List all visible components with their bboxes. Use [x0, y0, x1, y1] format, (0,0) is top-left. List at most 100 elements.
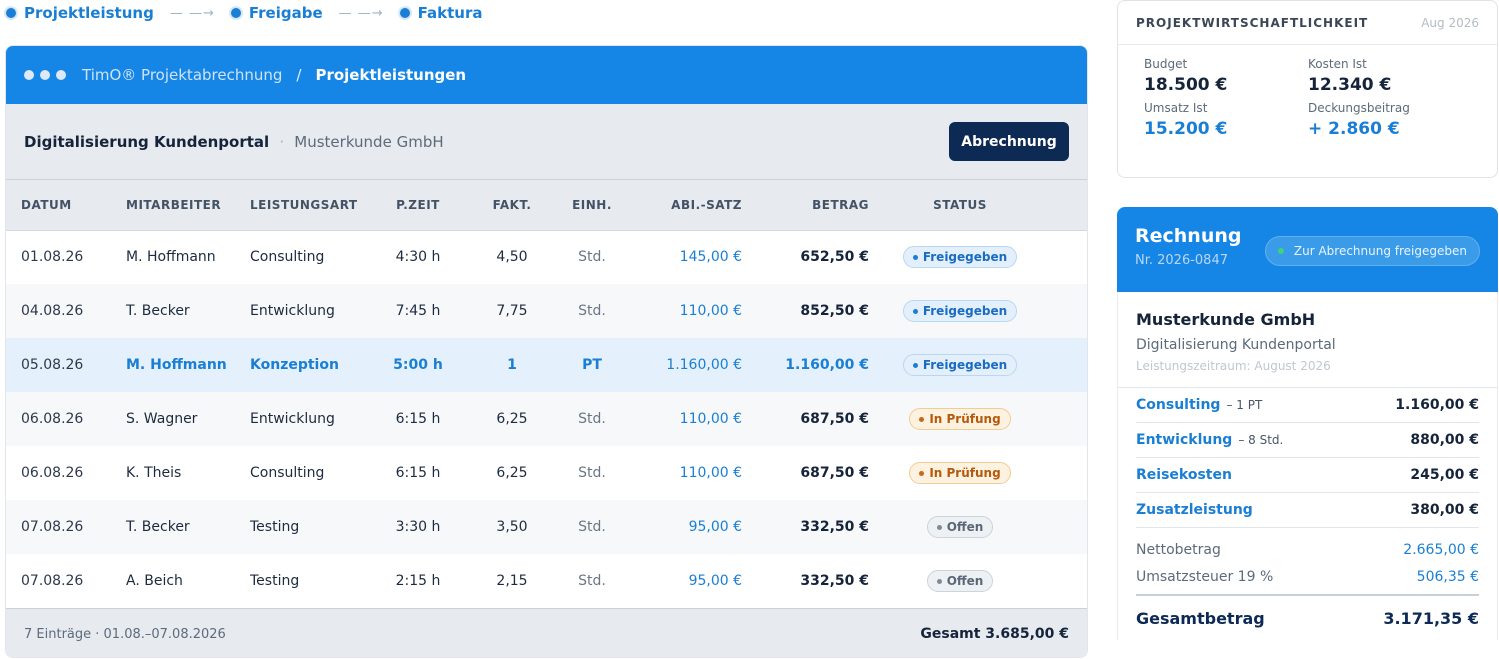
- line-amount: 380,00 €: [1410, 502, 1479, 518]
- badge-label: Zur Abrechnung freigegeben: [1293, 244, 1467, 258]
- invoice-period: Leistungszeitraum: August 2026: [1118, 359, 1497, 388]
- table-row[interactable]: 01.08.26 M. Hoffmann Consulting 4:30 h 4,50 S…: [6, 230, 1087, 284]
- status-dot-icon: [919, 470, 925, 476]
- cell-satz: 110,00 €: [679, 303, 742, 319]
- col-betrag[interactable]: BETRAG: [746, 180, 871, 231]
- col-pzeit[interactable]: P.ZEIT: [376, 180, 460, 231]
- kpi-label: Budget: [1144, 57, 1188, 71]
- invoice-project: Digitalisierung Kundenportal: [1136, 337, 1336, 353]
- status-badge[interactable]: Offen: [926, 516, 994, 538]
- kpi-value: + 2.860 €: [1308, 119, 1400, 139]
- cell-einh: Std.: [578, 465, 606, 481]
- status-badge[interactable]: Freigegeben: [902, 246, 1018, 269]
- status-badge[interactable]: In Prüfung: [909, 408, 1011, 430]
- cell-status: In Prüfung: [871, 446, 1087, 500]
- col-status[interactable]: STATUS: [871, 180, 1087, 231]
- breadcrumb-app[interactable]: TimO® Projektabrechnung: [82, 66, 283, 84]
- kpi-value: 15.200 €: [1144, 119, 1228, 139]
- status-dot-icon: [912, 254, 918, 260]
- kpi-kosten: Kosten Ist 12.340 €: [1308, 57, 1468, 95]
- line-name[interactable]: Zusatzleistung: [1136, 502, 1253, 518]
- cell-leistungsart: Entwicklung: [250, 303, 335, 319]
- col-fakt[interactable]: FAKT.: [460, 180, 564, 231]
- netto-label: Nettobetrag: [1136, 541, 1221, 558]
- cell-leistungsart: Entwicklung: [250, 411, 335, 427]
- status-badge[interactable]: Freigegeben: [902, 354, 1018, 376]
- breadcrumb-current: Projektleistungen: [315, 66, 467, 84]
- status-dot-icon: [1277, 248, 1284, 254]
- col-datum[interactable]: DATUM: [6, 180, 126, 231]
- window-dots-icon: [24, 70, 72, 80]
- kpi-title: PROJEKTWIRTSCHAFTLICHKEIT: [1136, 15, 1369, 30]
- total-value: 3.171,35 €: [1383, 608, 1479, 628]
- step-dot-icon: [399, 8, 410, 18]
- step-faktura[interactable]: Faktura: [399, 4, 483, 22]
- cell-satz: 110,00 €: [679, 465, 742, 481]
- table-row[interactable]: 06.08.26 K. Theis Consulting 6:15 h 6,25 Std.…: [6, 446, 1087, 500]
- status-dot-icon: [936, 524, 942, 530]
- entries-info: 7 Einträge · 01.08.–07.08.2026: [24, 626, 226, 642]
- cell-leistungsart: Testing: [250, 519, 300, 535]
- ust-row: Umsatzsteuer 19 % 506,35 €: [1136, 563, 1479, 590]
- cell-leistungsart: Testing: [250, 573, 300, 589]
- cell-pzeit: 4:30 h: [395, 249, 441, 266]
- invoice-line: Reisekosten 245,00 €: [1136, 458, 1479, 493]
- line-name[interactable]: Entwicklung: [1136, 432, 1233, 448]
- invoice-header: Rechnung Nr. 2026-0847 Zur Abrechnung fr…: [1117, 207, 1498, 292]
- cell-datum: 07.08.26: [21, 573, 84, 589]
- cell-satz: 110,00 €: [679, 411, 742, 427]
- status-dot-icon: [936, 578, 942, 584]
- col-leistungsart[interactable]: LEISTUNGSART: [250, 180, 376, 231]
- cell-betrag: 332,50 €: [800, 519, 869, 535]
- status-badge[interactable]: Freigegeben: [902, 300, 1018, 322]
- kpi-date: Aug 2026: [1421, 15, 1479, 30]
- abrechnung-button[interactable]: Abrechnung: [949, 122, 1069, 161]
- cell-datum: 01.08.26: [21, 249, 84, 266]
- step-projektleistung[interactable]: Projektleistung: [6, 4, 154, 22]
- cell-pzeit: 2:15 h: [395, 573, 441, 589]
- netto-row: Nettobetrag 2.665,00 €: [1136, 536, 1479, 563]
- cell-status: Freigegeben: [871, 230, 1087, 284]
- col-einh[interactable]: EINH.: [564, 180, 620, 231]
- kpi-deckungsbeitrag: Deckungsbeitrag + 2.860 €: [1308, 101, 1468, 139]
- cell-mitarbeiter: S. Wagner: [126, 411, 198, 427]
- cell-status: Offen: [871, 500, 1087, 554]
- cell-fakt: 4,50: [496, 249, 528, 266]
- col-satz[interactable]: ABI.-SATZ: [620, 180, 746, 231]
- total-label: Gesamtbetrag: [1136, 608, 1265, 628]
- table-row[interactable]: 05.08.26 M. Hoffmann Konzeption 5:00 h 1 PT 1.…: [6, 338, 1087, 392]
- cell-pzeit: 5:00 h: [393, 357, 443, 373]
- cell-fakt: 6,25: [496, 465, 528, 481]
- status-badge[interactable]: Offen: [926, 570, 994, 592]
- invoice-line: Consulting – 1 PT 1.160,00 €: [1136, 388, 1479, 423]
- client-name: Musterkunde GmbH: [294, 132, 444, 151]
- kpi-value: 18.500 €: [1144, 75, 1228, 95]
- arrow-right-icon: — —→: [169, 5, 215, 21]
- line-name[interactable]: Reisekosten: [1136, 467, 1232, 483]
- line-name[interactable]: Consulting: [1136, 397, 1221, 413]
- cell-pzeit: 6:15 h: [395, 411, 441, 427]
- table-row[interactable]: 06.08.26 S. Wagner Entwicklung 6:15 h 6,25 St…: [6, 392, 1087, 446]
- invoice-client: Musterkunde GmbH: [1136, 310, 1316, 329]
- cell-einh: Std.: [578, 519, 606, 535]
- breadcrumb-separator: /: [296, 66, 302, 84]
- table-row[interactable]: 07.08.26 A. Beich Testing 2:15 h 2,15 Std. 95,…: [6, 554, 1087, 608]
- project-name: Digitalisierung Kundenportal: [24, 132, 270, 151]
- cell-einh: Std.: [578, 573, 606, 589]
- cell-fakt: 6,25: [496, 411, 528, 427]
- cell-betrag: 332,50 €: [800, 573, 869, 589]
- status-badge[interactable]: In Prüfung: [909, 462, 1011, 484]
- cell-fakt: 7,75: [496, 303, 528, 319]
- line-amount: 880,00 €: [1410, 432, 1479, 448]
- cell-datum: 06.08.26: [21, 465, 84, 481]
- col-mitarbeiter[interactable]: MITARBEITER: [126, 180, 250, 231]
- invoice-status-badge[interactable]: Zur Abrechnung freigegeben: [1264, 236, 1480, 266]
- cell-einh: Std.: [578, 249, 606, 266]
- invoice-line: Entwicklung – 8 Std. 880,00 €: [1136, 423, 1479, 458]
- cell-fakt: 1: [507, 357, 517, 373]
- ust-label: Umsatzsteuer 19 %: [1136, 568, 1274, 585]
- table-row[interactable]: 04.08.26 T. Becker Entwicklung 7:45 h 7,75 St…: [6, 284, 1087, 338]
- cell-datum: 04.08.26: [21, 303, 84, 319]
- step-freigabe[interactable]: Freigabe: [230, 4, 323, 22]
- table-row[interactable]: 07.08.26 T. Becker Testing 3:30 h 3,50 Std. 95…: [6, 500, 1087, 554]
